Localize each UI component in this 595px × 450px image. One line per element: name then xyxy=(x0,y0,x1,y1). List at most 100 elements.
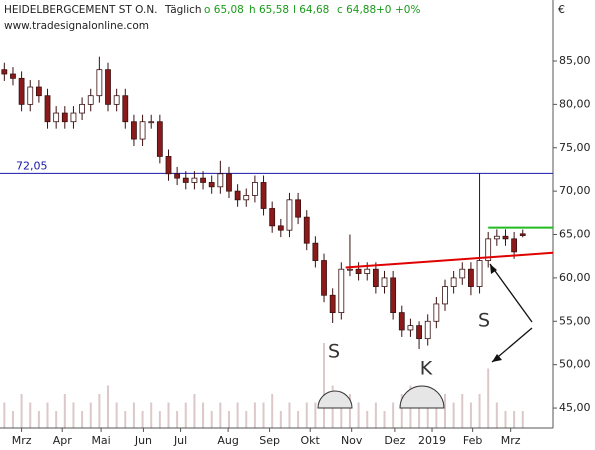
volume-bar xyxy=(98,394,101,428)
volume-bar xyxy=(115,402,118,428)
y-tick-label: 70,00 xyxy=(559,184,591,197)
volume-bar xyxy=(150,402,153,428)
candle-body xyxy=(44,95,51,123)
volume-bar xyxy=(72,402,75,428)
quote: c 64,88 xyxy=(337,4,376,16)
volume-bar xyxy=(383,411,386,428)
x-tick-label: Mrz xyxy=(12,434,32,447)
quote: h 65,58 xyxy=(249,4,289,16)
volume-bar xyxy=(184,402,187,428)
volume-bar xyxy=(374,402,377,428)
candle-body xyxy=(27,86,34,105)
volume-bar xyxy=(314,402,317,428)
y-tick-label: 65,00 xyxy=(559,228,591,241)
volume-bar xyxy=(167,402,170,428)
annotation: S xyxy=(478,310,490,332)
candle-body xyxy=(347,268,353,271)
candle-body xyxy=(321,260,327,296)
volume-bar xyxy=(176,411,179,428)
volume-bar xyxy=(461,394,464,428)
volume-bar xyxy=(202,402,205,428)
x-tick-label: Mai xyxy=(91,434,110,447)
candle-body xyxy=(174,173,181,179)
candle-body xyxy=(208,182,215,188)
volume-bar xyxy=(340,394,343,428)
candle-body xyxy=(338,268,345,314)
volume-bar xyxy=(469,402,472,428)
volume-bar xyxy=(63,394,66,428)
y-tick-label: 80,00 xyxy=(559,97,591,110)
candle-body xyxy=(156,121,163,157)
candle-body xyxy=(372,268,379,287)
candle-body xyxy=(243,195,250,201)
volume-bar xyxy=(236,402,239,428)
arrow xyxy=(489,263,533,323)
trend-line xyxy=(345,251,554,269)
candle-body xyxy=(87,95,94,105)
candle-body xyxy=(407,325,414,331)
x-tick-label: Jul xyxy=(173,434,187,447)
candle-body xyxy=(18,77,25,105)
y-tick-label: 50,00 xyxy=(559,358,591,371)
volume-bar xyxy=(513,411,516,428)
candle-body xyxy=(260,182,267,209)
volume-bar xyxy=(487,368,490,428)
volume-bar xyxy=(20,394,23,428)
candle-body xyxy=(312,242,319,261)
candle-body xyxy=(476,260,483,287)
volume-bar xyxy=(132,402,135,428)
level-label: 72,05 xyxy=(16,159,48,172)
y-tick-label: 75,00 xyxy=(559,141,591,154)
candle-body xyxy=(355,268,362,274)
volume-bar xyxy=(219,402,222,428)
x-tick-label: 2019 xyxy=(418,434,446,447)
volume-bar xyxy=(392,402,395,428)
volume-bar xyxy=(245,411,248,428)
volume-bar xyxy=(124,411,127,428)
arrow-head xyxy=(490,264,497,274)
candle-body xyxy=(61,112,68,123)
candle-body xyxy=(182,177,189,183)
volume-bar xyxy=(297,411,300,428)
candle-body xyxy=(433,303,440,322)
volume-bar xyxy=(478,394,481,428)
candle-body xyxy=(450,277,457,287)
candle-body xyxy=(493,235,500,240)
candle-body xyxy=(10,73,16,79)
candle-body xyxy=(519,233,526,236)
x-tick-label: Mrz xyxy=(501,434,521,447)
x-tick-label: Jun xyxy=(134,434,152,447)
candle-body xyxy=(381,277,388,287)
candle-body xyxy=(390,277,397,314)
quote: +0% xyxy=(395,4,420,16)
candle-body xyxy=(148,121,155,124)
volume-bar xyxy=(504,411,507,428)
candle-body xyxy=(511,238,518,253)
volume-bar xyxy=(279,411,282,428)
volume-bar xyxy=(443,394,446,428)
volume-bar xyxy=(89,402,92,428)
y-tick-label: 45,00 xyxy=(559,401,591,414)
candle-body xyxy=(165,156,172,175)
candle-body xyxy=(234,190,241,201)
candle-body xyxy=(277,225,284,231)
candle-body xyxy=(269,208,276,227)
candle-body xyxy=(502,235,509,240)
annotation: S xyxy=(328,341,340,363)
volume-bar xyxy=(3,402,6,428)
candle-body xyxy=(113,95,120,105)
quote: o 65,08 xyxy=(204,4,244,16)
quote: +0 xyxy=(376,4,391,16)
candle-body xyxy=(364,268,371,274)
candle-body xyxy=(442,286,448,305)
volume-bar xyxy=(366,411,369,428)
volume-bar xyxy=(495,402,498,428)
shoulder-arc xyxy=(317,390,353,409)
candle-body xyxy=(459,268,466,279)
volume-bar xyxy=(158,411,161,428)
volume-bar xyxy=(288,402,291,428)
y-tick-label: 60,00 xyxy=(559,271,591,284)
candle-body xyxy=(295,199,302,218)
